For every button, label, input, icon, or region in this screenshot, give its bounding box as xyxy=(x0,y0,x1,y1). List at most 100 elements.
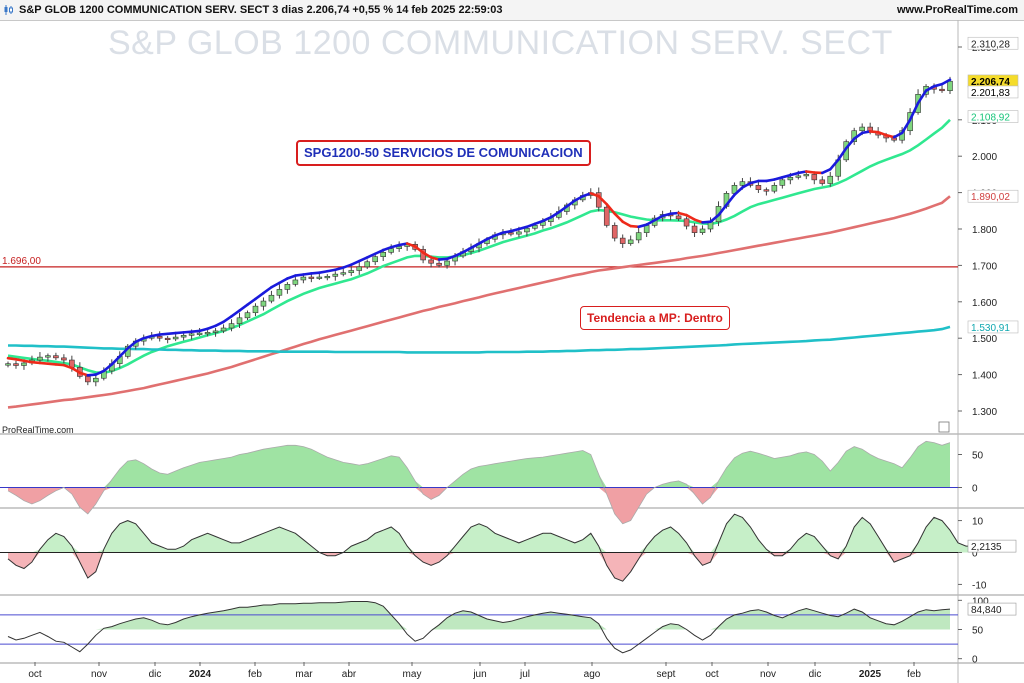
candle xyxy=(428,259,434,264)
trend-ma-segment xyxy=(198,327,209,333)
candle xyxy=(284,284,291,290)
chart-area[interactable]: 1.3001.4001.5001.6001.7001.8001.9002.000… xyxy=(0,20,1024,683)
trend-ma-segment xyxy=(126,340,138,350)
trend-ma-segment xyxy=(653,214,664,222)
candle xyxy=(53,355,59,359)
candle xyxy=(364,261,371,268)
candle xyxy=(436,262,442,266)
x-tick-label-13: nov xyxy=(760,669,776,680)
x-tick-label-4: feb xyxy=(248,669,262,680)
trend-ma-segment xyxy=(645,218,656,226)
candle xyxy=(755,185,762,190)
candle xyxy=(300,276,307,281)
trend-ma-segment xyxy=(118,347,130,358)
indicator-1-tick-label-1: 0 xyxy=(972,484,978,495)
trend-ma-segment xyxy=(134,336,146,344)
trend-ma-segment xyxy=(733,186,744,197)
trend-ma-segment xyxy=(749,179,760,185)
candle xyxy=(627,239,634,244)
trend-ma-segment xyxy=(629,224,640,229)
trend-ma-segment xyxy=(6,356,18,361)
trend-ma-segment xyxy=(341,263,353,269)
indicator-3-tick-label-0: 100 xyxy=(972,596,989,607)
trend-ma-segment xyxy=(286,274,297,280)
trend-ma-segment xyxy=(365,252,377,259)
candle xyxy=(228,323,235,329)
trend-ma-segment xyxy=(773,176,784,181)
indicator-2-line xyxy=(7,513,974,582)
trend-ma-segment xyxy=(437,257,449,261)
trend-ma-segment xyxy=(421,251,433,259)
trend-ma-segment xyxy=(102,363,114,373)
trend-ma-segment xyxy=(326,268,337,273)
trend-ma-segment xyxy=(38,361,50,365)
trend-ma-segment xyxy=(86,373,98,377)
trend-ma-segment xyxy=(693,218,704,224)
trend-ma-segment xyxy=(637,223,648,229)
x-tick-label-11: sept xyxy=(657,669,676,680)
trend-ma-segment xyxy=(765,178,776,183)
candle xyxy=(444,260,450,266)
trend-ma-segment xyxy=(685,213,696,221)
trend-ma-segment xyxy=(318,269,329,274)
candle xyxy=(292,279,299,285)
candle xyxy=(268,294,275,302)
candle xyxy=(939,88,945,92)
candle xyxy=(93,377,99,383)
indicator-3-value-label: 84,840 xyxy=(971,605,1002,616)
trend-ma-segment xyxy=(270,281,281,289)
candle xyxy=(308,276,315,279)
price-label-box-3 xyxy=(967,110,1019,123)
price-label-box-0 xyxy=(967,36,1019,50)
price-tick-label-2: 1.500 xyxy=(972,334,997,345)
trend-ma-segment xyxy=(797,170,808,175)
site-link[interactable]: www.ProRealTime.com xyxy=(896,4,1018,16)
candle xyxy=(795,175,802,178)
trend-ma-segment xyxy=(844,137,856,150)
trend-ma-segment xyxy=(445,254,457,261)
candle xyxy=(180,334,187,338)
trend-ma-segment xyxy=(413,245,425,254)
price-label-3: 2.108,92 xyxy=(971,113,1010,124)
indicator-1-line xyxy=(7,440,951,525)
candle xyxy=(340,272,347,275)
candle xyxy=(811,174,818,181)
x-tick-label-10: ago xyxy=(584,669,601,680)
indicator-2-tick-label-1: 0 xyxy=(972,549,978,560)
candle xyxy=(5,363,11,366)
trend-ma-segment xyxy=(509,227,521,233)
candle xyxy=(380,251,386,257)
indicator-2-value-label: 2,2135 xyxy=(971,542,1002,553)
trend-ma-segment xyxy=(230,309,241,318)
trend-ma-segment xyxy=(254,291,265,301)
candle xyxy=(691,225,698,233)
candle xyxy=(779,179,786,186)
support-level-label: 1.696,00 xyxy=(2,256,41,267)
trend-ma-segment xyxy=(182,330,193,334)
candle xyxy=(699,228,706,233)
price-tick-label-0: 1.300 xyxy=(972,407,997,418)
trend-ma-segment xyxy=(238,303,249,312)
trend-ma-segment xyxy=(373,248,385,256)
x-tick-label-1: nov xyxy=(91,669,107,680)
trend-ma-segment xyxy=(278,277,289,285)
price-label-box-5 xyxy=(967,320,1019,334)
candle xyxy=(603,206,610,226)
trend-ma-segment xyxy=(214,320,225,328)
trend-ma-segment xyxy=(206,324,217,331)
trend-ma-segment xyxy=(405,242,417,248)
trend-ma-segment xyxy=(669,211,680,216)
trend-ma-segment xyxy=(246,297,257,307)
indicator-1-positive-fill xyxy=(8,441,950,488)
candle xyxy=(196,332,203,335)
trend-ma-segment xyxy=(940,78,952,86)
trend-ma-segment xyxy=(852,131,864,141)
trend-ma-segment xyxy=(30,360,42,365)
trend-ma-segment xyxy=(294,273,305,277)
candle xyxy=(21,362,27,366)
indicator-3-line xyxy=(7,601,951,654)
trend-ma-segment xyxy=(389,243,401,249)
trend-ma-segment xyxy=(70,366,82,375)
trend-ma-segment xyxy=(262,285,273,295)
candle xyxy=(524,227,530,233)
